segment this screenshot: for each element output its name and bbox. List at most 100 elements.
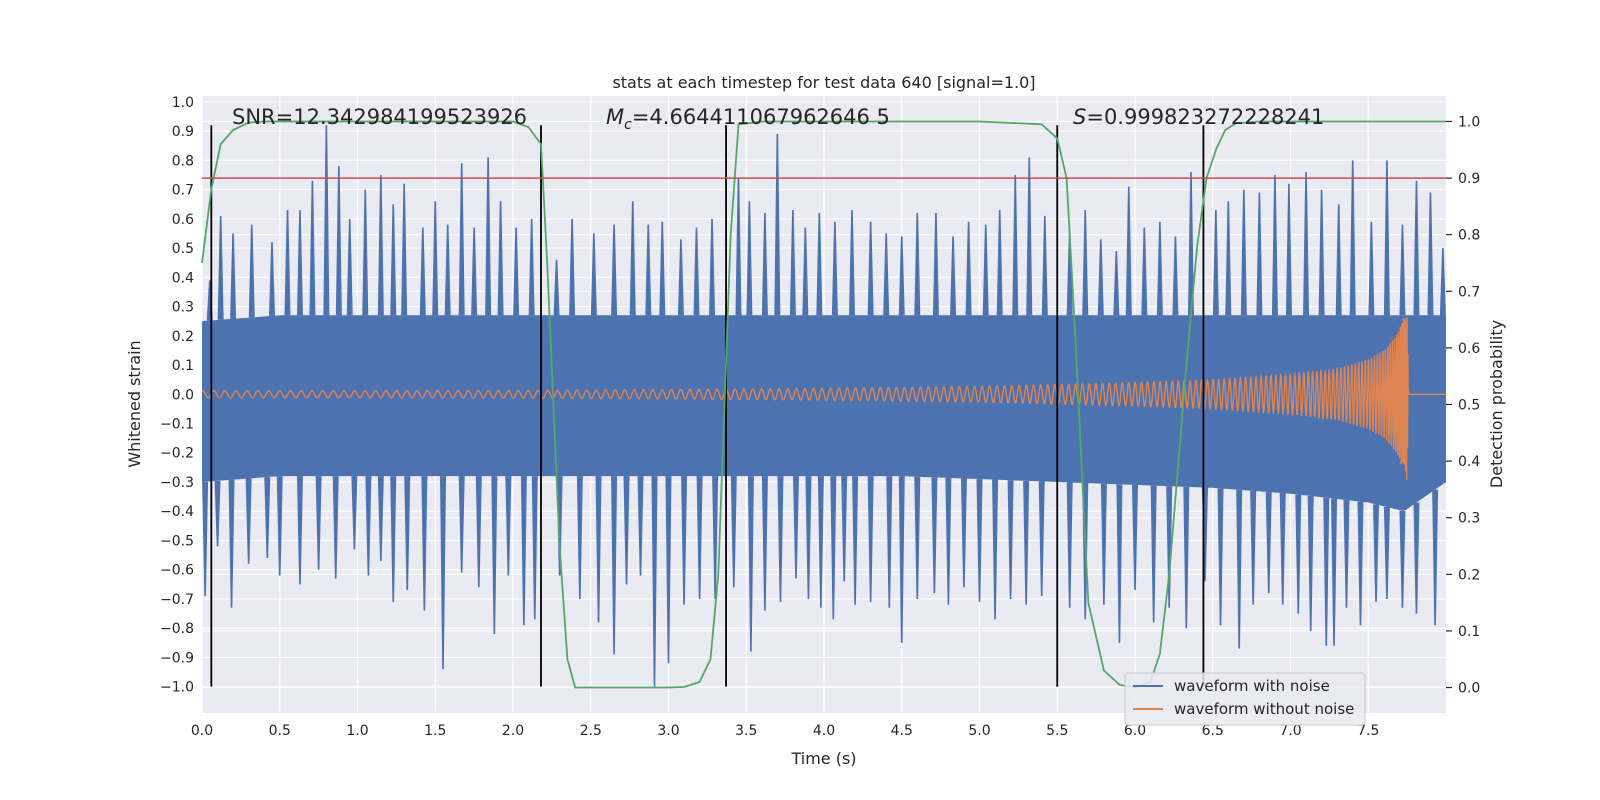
noise-spike (1066, 482, 1073, 608)
noise-spike (1303, 172, 1310, 316)
x-tick-label: 2.5 (580, 723, 602, 739)
x-tick-label: 3.5 (735, 723, 757, 739)
legend: waveform with noise waveform without noi… (1124, 672, 1366, 726)
y-tick-label: 0.2 (172, 329, 194, 345)
noise-spike (852, 476, 859, 605)
noise-spike (1100, 483, 1107, 605)
noise-spike (520, 476, 527, 626)
noise-spike (992, 479, 999, 620)
noise-spike (1383, 160, 1390, 316)
noise-spike (1427, 192, 1434, 316)
noise-spike (1256, 192, 1263, 316)
noise-spike (432, 201, 439, 316)
x-tick-label: 5.5 (1046, 723, 1068, 739)
y-tick-label: −1.0 (160, 680, 194, 696)
noise-spike (611, 476, 618, 655)
noise-spike (831, 221, 838, 316)
y2-tick-label: 1.0 (1458, 114, 1480, 130)
noise-spike (1335, 204, 1342, 316)
noise-spike (1026, 157, 1033, 316)
noise-spike (1399, 510, 1406, 608)
noise-spike (1172, 236, 1179, 316)
noise-spike (712, 476, 719, 599)
noise-spike (730, 476, 737, 588)
noise-spike (458, 476, 465, 573)
noise-spike (817, 476, 824, 608)
noise-spike (440, 476, 447, 670)
y-tick-label: 0.9 (172, 124, 194, 140)
noise-spike (867, 476, 874, 602)
noise-spike (945, 477, 952, 605)
noise-spike (513, 227, 520, 316)
legend-label-noise: waveform with noise (1174, 677, 1330, 695)
noise-spike (681, 476, 688, 605)
significance-annotation: S=0.999823272228241 (1073, 105, 1324, 129)
significance-symbol: S (1073, 105, 1086, 129)
x-tick-label: 7.5 (1357, 723, 1379, 739)
right-axis-ticks: 1.0 0.9 0.8 0.7 0.6 0.5 0.4 0.3 0.2 0.1 0.0 (1446, 114, 1480, 697)
noise-spike (1041, 215, 1048, 316)
noise-spike (802, 227, 809, 316)
noise-spike (1295, 494, 1302, 614)
x-tick-label: 0.5 (269, 723, 291, 739)
noise-spike (1236, 489, 1243, 649)
noise-spike (637, 476, 644, 576)
y-tick-label: −0.2 (160, 446, 194, 462)
y2-tick-label: 0.6 (1458, 341, 1480, 357)
noise-spike (1250, 490, 1257, 605)
noise-spike (404, 476, 411, 591)
y-tick-label: −0.4 (160, 504, 194, 520)
noise-spike (996, 210, 1003, 316)
noise-spike (332, 476, 339, 579)
noise-spike (1307, 495, 1314, 632)
noise-spike (816, 212, 823, 316)
noise-spike (323, 125, 330, 316)
noise-spike (377, 476, 384, 561)
noise-spike (264, 477, 271, 559)
left-axis-ticks: 1.0 0.9 0.8 0.7 0.6 0.5 0.4 0.3 0.2 0.1 0.0 −0.1 −0.… (160, 95, 194, 696)
noise-spike (390, 204, 397, 316)
noise-spike (202, 481, 209, 597)
y-tick-label: −0.9 (160, 650, 194, 666)
y-tick-label: −0.5 (160, 533, 194, 549)
noise-spike (746, 201, 753, 316)
noise-spike (362, 189, 369, 316)
noise-spike (931, 477, 938, 594)
chirp-mass-subscript: c (624, 117, 632, 133)
noise-spike (1113, 250, 1120, 316)
x-axis-label: Time (s) (790, 749, 856, 768)
chirp-mass-annotation: Mc=4.664411067962646 5 (606, 105, 890, 133)
bottom-axis-ticks: 0.0 0.5 1.0 1.5 2.0 2.5 3.0 3.5 4.0 4.5 5.0 5.5 6.0 6… (191, 723, 1380, 739)
noise-spike (1399, 224, 1406, 316)
noise-spike (1012, 174, 1019, 316)
noise-spike (665, 476, 672, 664)
noise-spike (419, 227, 426, 316)
noise-spike (475, 476, 482, 588)
noise-spike (1279, 493, 1286, 605)
noise-spike (421, 476, 428, 611)
noise-spike (867, 221, 874, 316)
x-tick-label: 4.0 (813, 723, 835, 739)
y-tick-label: −0.7 (160, 592, 194, 608)
y-tick-label: 0.7 (172, 183, 194, 199)
noise-spike (528, 218, 535, 316)
noise-spike (883, 233, 890, 316)
noise-spike (1383, 507, 1390, 599)
noise-spike (914, 212, 921, 316)
x-tick-label: 1.0 (346, 723, 368, 739)
noise-spike (774, 134, 781, 316)
noise-spike (346, 218, 353, 316)
noise-spike (1212, 210, 1219, 316)
x-tick-label: 3.0 (657, 723, 679, 739)
y-axis-label: Whitened strain (125, 340, 144, 467)
noise-spike (709, 218, 716, 316)
noise-spike (1357, 501, 1364, 626)
noise-spike (898, 236, 905, 316)
y-tick-label: 0.4 (172, 270, 194, 286)
y2-tick-label: 0.7 (1458, 284, 1480, 300)
noise-spike (1240, 189, 1247, 316)
noise-spike (1183, 486, 1190, 629)
x-tick-label: 0.0 (191, 723, 213, 739)
detection-probability-series (201, 120, 1446, 689)
